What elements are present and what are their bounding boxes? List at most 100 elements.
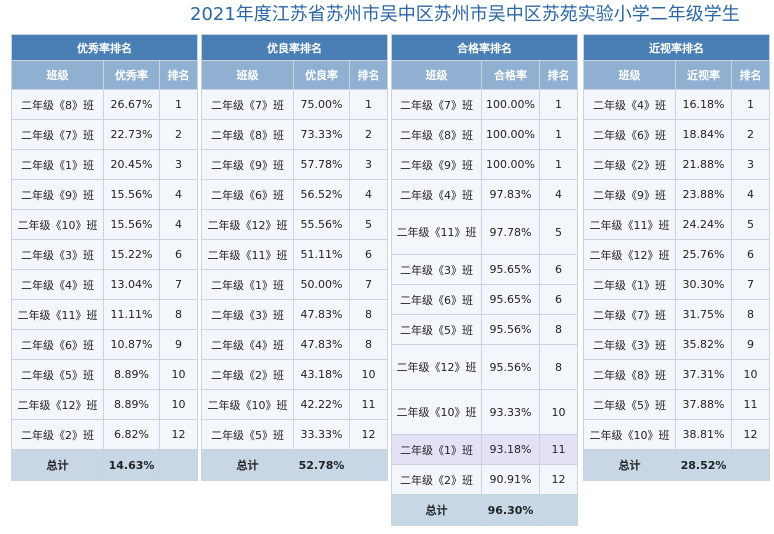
rank-cell: 1 bbox=[539, 119, 578, 150]
good-rate-table: 优良率排名 班级 优良率 排名 二年级《7》班 75.00% 1 二年级《8》班 73… bbox=[201, 34, 388, 481]
col-header-class: 班级 bbox=[583, 60, 676, 90]
rate-cell: 43.18% bbox=[293, 359, 350, 390]
class-cell: 二年级《7》班 bbox=[201, 89, 294, 120]
col-header-rate: 合格率 bbox=[481, 60, 540, 90]
total-row: 总计 96.30% bbox=[391, 494, 578, 526]
rank-cell: 1 bbox=[539, 149, 578, 180]
rank-cell: 4 bbox=[731, 179, 770, 210]
rank-cell: 4 bbox=[349, 179, 388, 210]
rate-cell: 24.24% bbox=[675, 209, 732, 240]
rank-cell: 10 bbox=[539, 389, 578, 435]
rank-cell: 4 bbox=[539, 179, 578, 210]
table-header: 合格率排名 bbox=[391, 34, 578, 61]
col-header-class: 班级 bbox=[11, 60, 104, 90]
table-row: 二年级《5》班 8.89% 10 bbox=[11, 359, 198, 390]
rate-cell: 47.83% bbox=[293, 299, 350, 330]
rank-cell: 1 bbox=[731, 89, 770, 120]
table-row: 二年级《6》班 18.84% 2 bbox=[583, 119, 770, 150]
total-rank bbox=[731, 449, 770, 481]
class-cell: 二年级《4》班 bbox=[583, 89, 676, 120]
total-row: 总计 28.52% bbox=[583, 449, 770, 481]
table-row: 二年级《2》班 21.88% 3 bbox=[583, 149, 770, 180]
total-label: 总计 bbox=[391, 494, 482, 526]
rank-cell: 11 bbox=[349, 389, 388, 420]
rank-cell: 8 bbox=[539, 314, 578, 345]
excellent-rate-table: 优秀率排名 班级 优秀率 排名 二年级《8》班 26.67% 1 二年级《7》班 22… bbox=[11, 34, 198, 481]
class-cell: 二年级《10》班 bbox=[391, 389, 482, 435]
rank-cell: 2 bbox=[731, 119, 770, 150]
rank-cell: 4 bbox=[159, 209, 198, 240]
table-row: 二年级《11》班 24.24% 5 bbox=[583, 209, 770, 240]
class-cell: 二年级《1》班 bbox=[201, 269, 294, 300]
table-row: 二年级《9》班 23.88% 4 bbox=[583, 179, 770, 210]
rank-cell: 8 bbox=[159, 299, 198, 330]
rate-cell: 56.52% bbox=[293, 179, 350, 210]
rate-cell: 13.04% bbox=[103, 269, 160, 300]
rank-cell: 11 bbox=[539, 434, 578, 465]
table-row: 二年级《12》班 95.56% 8 bbox=[391, 344, 578, 390]
myopia-rate-table: 近视率排名 班级 近视率 排名 二年级《4》班 16.18% 1 二年级《6》班 18… bbox=[583, 34, 770, 481]
table-row: 二年级《8》班 26.67% 1 bbox=[11, 89, 198, 120]
rate-cell: 97.83% bbox=[481, 179, 540, 210]
rank-cell: 5 bbox=[539, 209, 578, 255]
rate-cell: 37.88% bbox=[675, 389, 732, 420]
table-row-highlighted: 二年级《1》班 93.18% 11 bbox=[391, 434, 578, 465]
rate-cell: 30.30% bbox=[675, 269, 732, 300]
table-row: 二年级《6》班 95.65% 6 bbox=[391, 284, 578, 315]
class-cell: 二年级《2》班 bbox=[583, 149, 676, 180]
rate-cell: 21.88% bbox=[675, 149, 732, 180]
class-cell: 二年级《10》班 bbox=[201, 389, 294, 420]
rate-cell: 10.87% bbox=[103, 329, 160, 360]
class-cell: 二年级《9》班 bbox=[583, 179, 676, 210]
rank-cell: 11 bbox=[731, 389, 770, 420]
rank-cell: 12 bbox=[539, 464, 578, 495]
rank-cell: 12 bbox=[731, 419, 770, 450]
col-header-class: 班级 bbox=[201, 60, 294, 90]
table-row: 二年级《3》班 47.83% 8 bbox=[201, 299, 388, 330]
total-rank bbox=[539, 494, 578, 526]
class-cell: 二年级《10》班 bbox=[583, 419, 676, 450]
total-label: 总计 bbox=[11, 449, 104, 481]
total-rank bbox=[349, 449, 388, 481]
table-row: 二年级《2》班 43.18% 10 bbox=[201, 359, 388, 390]
table-header: 优良率排名 bbox=[201, 34, 388, 61]
rate-cell: 33.33% bbox=[293, 419, 350, 450]
rate-cell: 73.33% bbox=[293, 119, 350, 150]
total-label: 总计 bbox=[583, 449, 676, 481]
rank-cell: 5 bbox=[349, 209, 388, 240]
rate-cell: 95.56% bbox=[481, 314, 540, 345]
rank-cell: 3 bbox=[731, 149, 770, 180]
class-cell: 二年级《2》班 bbox=[201, 359, 294, 390]
class-cell: 二年级《3》班 bbox=[11, 239, 104, 270]
class-cell: 二年级《6》班 bbox=[11, 329, 104, 360]
total-row: 总计 52.78% bbox=[201, 449, 388, 481]
col-header-rank: 排名 bbox=[731, 60, 770, 90]
pass-rate-table: 合格率排名 班级 合格率 排名 二年级《7》班 100.00% 1 二年级《8》班 1… bbox=[391, 34, 578, 526]
rate-cell: 93.33% bbox=[481, 389, 540, 435]
rank-cell: 3 bbox=[349, 149, 388, 180]
class-cell: 二年级《11》班 bbox=[391, 209, 482, 255]
table-row: 二年级《1》班 50.00% 7 bbox=[201, 269, 388, 300]
class-cell: 二年级《12》班 bbox=[391, 344, 482, 390]
table-row: 二年级《4》班 16.18% 1 bbox=[583, 89, 770, 120]
class-cell: 二年级《7》班 bbox=[583, 299, 676, 330]
class-cell: 二年级《2》班 bbox=[11, 419, 104, 450]
rank-cell: 8 bbox=[349, 329, 388, 360]
rate-cell: 55.56% bbox=[293, 209, 350, 240]
rate-cell: 100.00% bbox=[481, 149, 540, 180]
rate-cell: 23.88% bbox=[675, 179, 732, 210]
class-cell: 二年级《5》班 bbox=[583, 389, 676, 420]
rate-cell: 15.56% bbox=[103, 179, 160, 210]
rank-cell: 9 bbox=[159, 329, 198, 360]
total-label: 总计 bbox=[201, 449, 294, 481]
col-header-class: 班级 bbox=[391, 60, 482, 90]
rate-cell: 15.22% bbox=[103, 239, 160, 270]
total-rate: 14.63% bbox=[103, 449, 160, 481]
class-cell: 二年级《8》班 bbox=[11, 89, 104, 120]
table-row: 二年级《12》班 8.89% 10 bbox=[11, 389, 198, 420]
class-cell: 二年级《8》班 bbox=[391, 119, 482, 150]
total-row: 总计 14.63% bbox=[11, 449, 198, 481]
rate-cell: 8.89% bbox=[103, 389, 160, 420]
rank-cell: 7 bbox=[349, 269, 388, 300]
rank-cell: 6 bbox=[159, 239, 198, 270]
